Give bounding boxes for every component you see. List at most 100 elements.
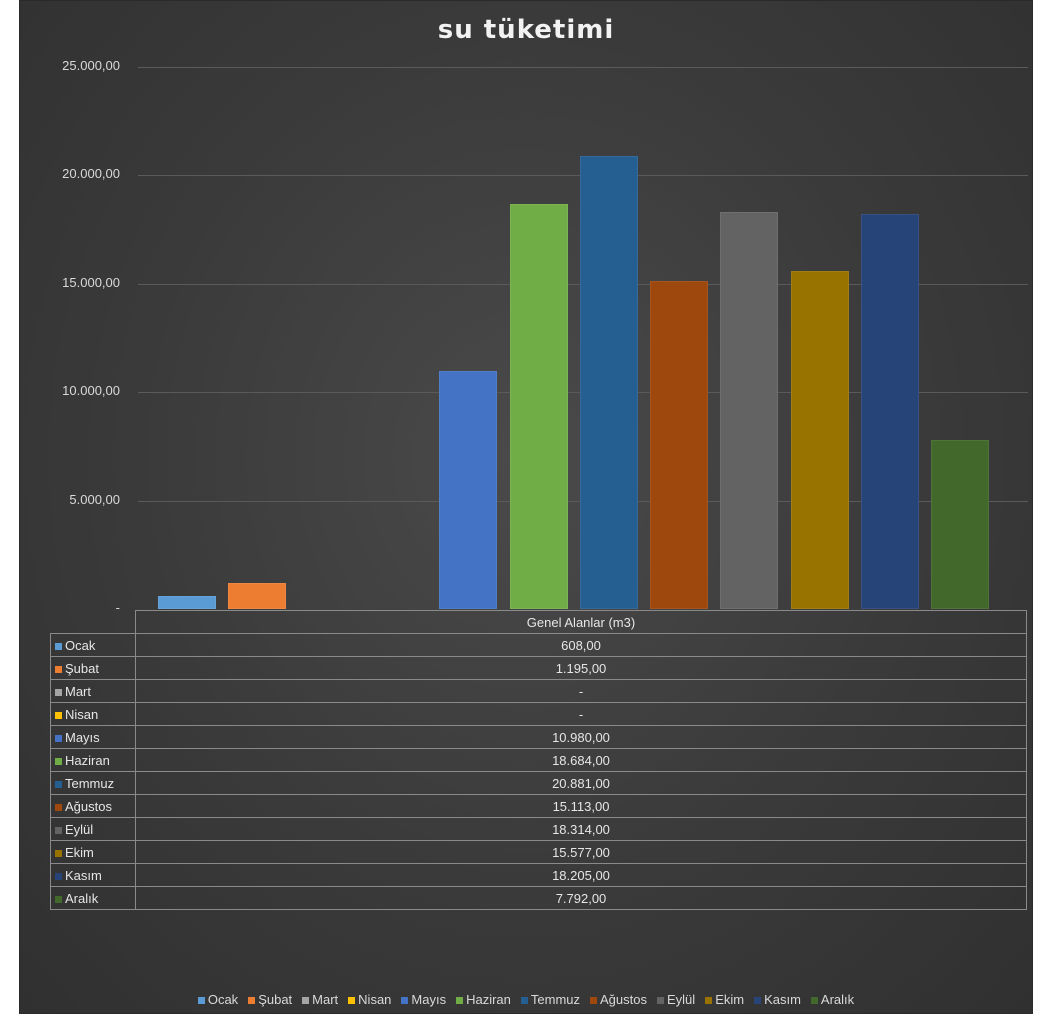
legend-key-icon [55,665,62,673]
table-row-name: Nisan [65,706,99,722]
table-row-label: Ağustos [50,794,136,818]
table-series-header: Genel Alanlar (m3) [135,610,1027,634]
legend-swatch-icon [657,997,664,1005]
legend-label: Haziran [466,992,511,1007]
legend-key-icon [55,826,62,834]
table-row-label: Kasım [50,863,136,887]
table-row: Nisan - [50,702,1027,726]
table-row-name: Mart [65,683,91,699]
legend-swatch-icon [248,997,256,1005]
table-cell-value: 15.113,00 [135,794,1027,818]
table-header-row: Genel Alanlar (m3) [51,610,1027,634]
legend-item: Ağustos [590,992,647,1007]
table-row-name: Temmuz [65,775,115,791]
table-row: Haziran 18.684,00 [50,748,1027,772]
table-row: Temmuz 20.881,00 [50,771,1027,795]
legend-key-icon [55,803,62,811]
bar [931,440,990,609]
table-row-name: Ekim [65,844,94,860]
table-row: Eylül 18.314,00 [50,817,1027,841]
legend-key-icon [55,780,62,788]
legend-swatch-icon [754,997,762,1005]
legend-item: Şubat [248,992,292,1007]
legend-swatch-icon [456,997,464,1005]
legend-key-icon [55,895,62,903]
bar [650,281,709,609]
legend-swatch-icon [590,997,598,1005]
gridline [138,67,1028,68]
table-row: Kasım 18.205,00 [50,863,1027,887]
bar [439,370,498,609]
legend-label: Ocak [207,992,239,1007]
table-cell-value: 15.577,00 [135,840,1027,864]
legend-swatch-icon [302,997,310,1005]
legend-item: Mart [302,992,338,1007]
bar [579,156,638,609]
legend-item: Ocak [197,992,239,1007]
bar [509,203,568,609]
table-cell-value: 1.195,00 [135,656,1027,680]
legend-label: Aralık [820,992,855,1007]
table-cell-value: 7.792,00 [135,886,1027,910]
legend-label: Şubat [258,992,293,1007]
legend-label: Mart [312,992,339,1007]
table-row-name: Şubat [65,660,99,676]
legend-item: Temmuz [520,992,581,1007]
table-row-label: Mart [50,679,136,703]
y-tick-label: 10.000,00 [62,383,120,399]
chart-area: su tüketimi Genel Alanlar (m3) Ocak 608,0… [19,0,1033,1014]
data-table: Genel Alanlar (m3) Ocak 608,00 Şubat 1.195,… [50,610,1027,910]
table-cell-value: 20.881,00 [135,771,1027,795]
legend-swatch-icon [705,997,713,1005]
y-tick-label: 25.000,00 [62,58,120,73]
table-row: Ekim 15.577,00 [50,840,1027,864]
legend-item: Nisan [348,992,391,1007]
legend-item: Eylül [657,992,695,1007]
legend-item: Haziran [456,992,511,1007]
y-tick-label: 15.000,00 [62,274,120,290]
table-row: Mayıs 10.980,00 [50,725,1027,749]
legend-key-icon [55,757,62,765]
legend-swatch-icon [810,997,818,1005]
table-row-label: Şubat [50,656,136,680]
table-row-label: Haziran [50,748,136,772]
table-row-name: Aralık [65,890,99,906]
chart-title: su tüketimi [437,15,615,45]
table-row-name: Eylül [65,821,94,837]
table-row-name: Ağustos [65,798,112,814]
legend-item: Aralık [810,992,855,1007]
table-row-name: Kasım [65,867,102,883]
legend-label: Nisan [358,992,392,1007]
legend-item: Kasım [754,992,801,1007]
legend-key-icon [55,849,62,857]
legend-label: Ekim [715,992,745,1007]
legend-key-icon [55,872,62,880]
table-cell-value: 18.684,00 [135,748,1027,772]
legend-label: Kasım [764,992,801,1007]
bar [228,583,287,609]
legend-swatch-icon [401,997,409,1005]
table-row-label: Mayıs [50,725,136,749]
legend-label: Mayıs [411,992,447,1007]
table-row-label: Aralık [50,886,136,910]
legend-label: Temmuz [530,992,581,1007]
table-row: Ağustos 15.113,00 [50,794,1027,818]
bar [720,211,779,609]
table-row: Şubat 1.195,00 [50,656,1027,680]
bar [158,595,216,609]
y-tick-label: 5.000,00 [69,491,120,507]
y-tick-label: - [115,600,120,615]
legend-swatch-icon [348,997,356,1005]
table-row-label: Ocak [50,633,136,657]
table-cell-value: - [135,702,1027,726]
legend-key-icon [55,711,62,719]
table-cell-value: 18.314,00 [135,817,1027,841]
legend-item: Mayıs [401,992,446,1007]
legend-item: Ekim [705,992,744,1007]
legend-swatch-icon [520,997,528,1005]
table-row-name: Ocak [65,637,96,653]
table-row-label: Ekim [50,840,136,864]
legend-key-icon [55,642,62,650]
bar [790,271,849,609]
legend: Ocak Şubat Mart Nisan Mayıs Haziran Temmuz Ağus… [20,992,1032,1007]
